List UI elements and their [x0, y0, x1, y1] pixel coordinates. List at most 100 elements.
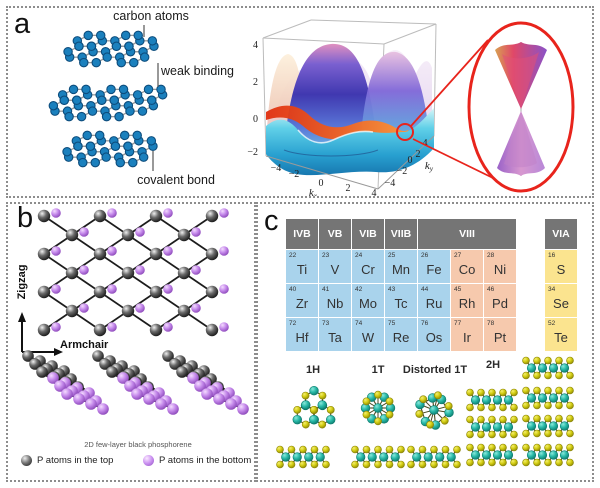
- element-cell-Ta: 73 Ta: [319, 318, 351, 351]
- element-cell-Pt: 78 Pt: [484, 318, 516, 351]
- element-symbol: Ti: [296, 261, 308, 277]
- x-tick-label: −4: [271, 163, 282, 174]
- atomic-number: 43: [388, 286, 396, 293]
- element-cell-Pd: 46 Pd: [484, 284, 516, 317]
- element-symbol: Ta: [328, 329, 342, 345]
- atomic-number: 41: [322, 286, 330, 293]
- element-symbol: Mn: [391, 261, 411, 277]
- z-tick-label: −2: [247, 147, 258, 158]
- element-cell-Ir: 77 Ir: [451, 318, 483, 351]
- atomic-number: 26: [421, 252, 429, 259]
- label-zigzag-axis: Zigzag: [16, 264, 28, 300]
- element-symbol: V: [330, 261, 340, 277]
- atomic-number: 78: [487, 320, 495, 327]
- element-symbol: Nb: [326, 295, 344, 311]
- group-header-VIIB: VIIB: [385, 219, 417, 249]
- atomic-number: 42: [355, 286, 363, 293]
- element-symbol: S: [556, 261, 566, 277]
- up-arrow-icon: [18, 312, 26, 322]
- element-symbol: Se: [553, 295, 569, 311]
- atomic-number: 44: [421, 286, 429, 293]
- y-tick-label: 2: [416, 149, 421, 160]
- atomic-number: 28: [487, 252, 495, 259]
- panel-letter-b: b: [17, 202, 34, 234]
- group-header-IVB: IVB: [286, 219, 318, 249]
- panel-b-graphics: [18, 208, 249, 415]
- panel-letter-c: c: [264, 205, 279, 237]
- element-cell-Te: 52 Te: [545, 318, 577, 351]
- atomic-number: 52: [548, 320, 556, 327]
- atomic-number: 23: [322, 252, 330, 259]
- element-cell-Co: 27 Co: [451, 250, 483, 283]
- element-cell-Cr: 24 Cr: [352, 250, 384, 283]
- element-symbol: Rh: [458, 295, 476, 311]
- element-cell-Zr: 40 Zr: [286, 284, 318, 317]
- band-surface: [265, 43, 435, 190]
- panel-c-graphics: [276, 356, 574, 469]
- element-symbol: Zr: [295, 295, 309, 311]
- label-covalent-bond: covalent bond: [137, 173, 215, 187]
- label-carbon-atoms: carbon atoms: [113, 9, 189, 23]
- element-symbol: Ru: [425, 295, 443, 311]
- element-symbol: Cr: [361, 261, 375, 277]
- right-arrow-icon: [54, 348, 63, 356]
- element-cell-Tc: 43 Tc: [385, 284, 417, 317]
- panel-c: c IVB VB VIB VIIB VIII 22 Ti 23 V 24 Cr 25 Mn 26 Fe 27 C…: [256, 202, 594, 482]
- atomic-number: 75: [388, 320, 396, 327]
- element-symbol: W: [361, 329, 375, 345]
- element-cell-Os: 76 Os: [418, 318, 450, 351]
- element-cell-Nb: 41 Nb: [319, 284, 351, 317]
- label-armchair-axis: Armchair: [60, 339, 109, 351]
- atomic-number: 76: [421, 320, 429, 327]
- label-1h: 1H: [305, 364, 321, 376]
- element-cell-Re: 75 Re: [385, 318, 417, 351]
- element-symbol: Os: [425, 329, 443, 345]
- atomic-number: 72: [289, 320, 297, 327]
- element-cell-S: 16 S: [545, 250, 577, 283]
- z-tick-label: 2: [253, 77, 258, 88]
- element-cell-Fe: 26 Fe: [418, 250, 450, 283]
- element-cell-W: 74 W: [352, 318, 384, 351]
- element-symbol: Pt: [493, 329, 507, 345]
- legend-p-bottom: P atoms in the bottom: [143, 455, 251, 466]
- element-cell-Mn: 25 Mn: [385, 250, 417, 283]
- atomic-number: 73: [322, 320, 330, 327]
- periodic-table-via-column: VIA 16 S 34 Se 52 Te: [545, 219, 577, 351]
- element-cell-V: 23 V: [319, 250, 351, 283]
- element-symbol: Mo: [358, 295, 378, 311]
- periodic-table: IVB VB VIB VIIB VIII 22 Ti 23 V 24 Cr 25 Mn 26 Fe 27 Co 2…: [286, 219, 516, 351]
- panel-a: a 4 2 0 −2 −4 −2 0 2 4 4 2 0 −2 −4 kx ky carbon atoms w…: [6, 6, 594, 198]
- atomic-number: 34: [548, 286, 556, 293]
- element-cell-Rh: 45 Rh: [451, 284, 483, 317]
- atomic-number: 46: [487, 286, 495, 293]
- element-symbol: Co: [458, 261, 476, 277]
- atomic-number: 74: [355, 320, 363, 327]
- element-symbol: Tc: [394, 295, 408, 311]
- dirac-cone-inset: [396, 21, 575, 193]
- panel-b: b Zigzag Armchair 2D few-layer black pho…: [6, 202, 256, 482]
- label-2h: 2H: [485, 359, 501, 371]
- y-tick-label: 4: [423, 138, 428, 149]
- x-tick-label: 4: [372, 188, 377, 196]
- label-weak-binding: weak binding: [161, 64, 234, 78]
- caption-black-phosphorene: 2D few-layer black phosphorene: [84, 440, 192, 449]
- panel-letter-a: a: [14, 8, 31, 40]
- phosphorene-lattice: [37, 208, 229, 337]
- label-1t: 1T: [371, 364, 385, 376]
- ky-axis-label: ky: [425, 160, 434, 173]
- element-cell-Mo: 42 Mo: [352, 284, 384, 317]
- z-tick-label: 4: [253, 40, 258, 51]
- y-tick-label: −4: [385, 178, 396, 189]
- phosphorene-3d: [22, 350, 249, 415]
- atomic-number: 22: [289, 252, 297, 259]
- group-header-VIB: VIB: [352, 219, 384, 249]
- purple-atom-icon: [143, 455, 154, 466]
- element-cell-Ni: 28 Ni: [484, 250, 516, 283]
- atomic-number: 45: [454, 286, 462, 293]
- element-symbol: Hf: [295, 329, 309, 345]
- tmd-structures: [276, 356, 574, 469]
- x-tick-label: 0: [319, 178, 324, 189]
- label-distorted-1t: Distorted 1T: [402, 364, 468, 376]
